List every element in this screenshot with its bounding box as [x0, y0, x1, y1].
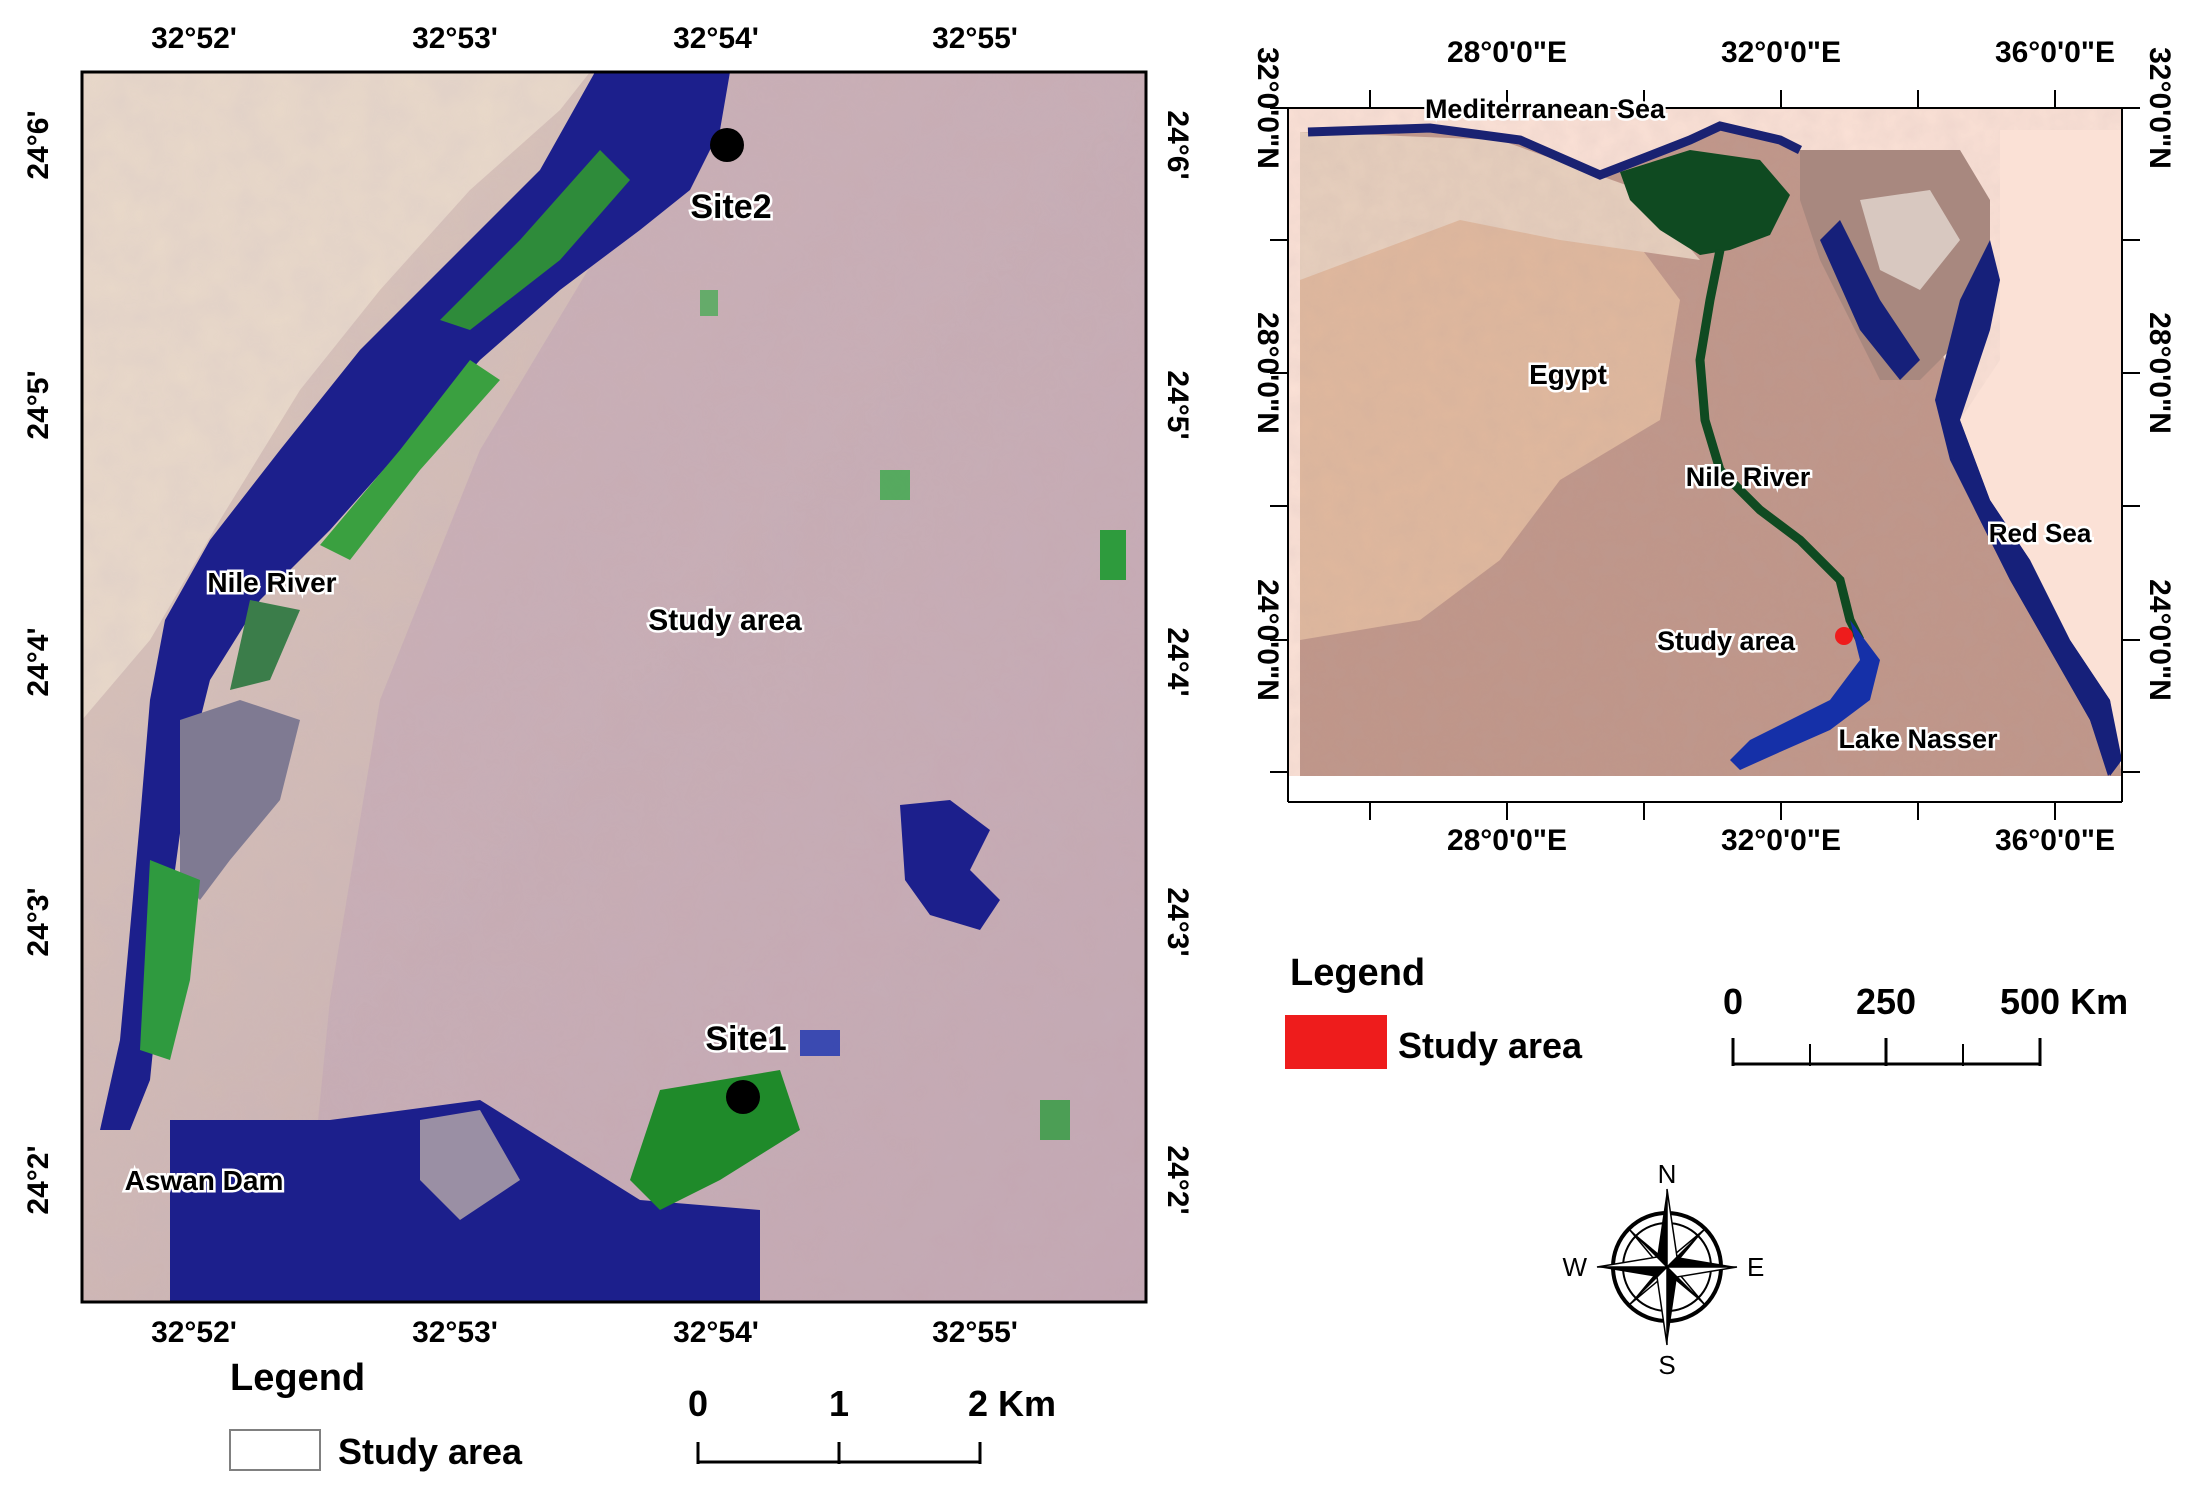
right-scale-label: 0	[1723, 981, 1743, 1022]
egypt-label: Egypt	[1529, 359, 1607, 390]
left-top-lon-tick: 32°55'	[932, 22, 1018, 55]
right-left-lat-tick: 28°0'0"N	[1251, 312, 1284, 434]
lake-nasser-label: Lake Nasser	[1838, 724, 1998, 754]
compass-n: N	[1658, 1159, 1677, 1189]
left-lat-tick: 24°4'	[22, 627, 55, 696]
right-legend-title: Legend	[1290, 952, 1425, 994]
left-right-lat-tick: 24°6'	[1161, 110, 1194, 179]
right-left-lat-tick: 32°0'0"N	[1251, 47, 1284, 169]
right-right-lat-tick: 24°0'0"N	[2143, 579, 2176, 701]
left-legend-title: Legend	[230, 1357, 365, 1399]
right-study-area-label: Study area	[1657, 626, 1796, 656]
left-right-lat-tick: 24°2'	[1161, 1145, 1194, 1214]
left-scale-bar: 0 1 2 Km	[688, 1383, 1056, 1464]
compass-rose-icon: N S E W	[1562, 1159, 1764, 1380]
left-bottom-lon-tick: 32°52'	[151, 1316, 237, 1349]
right-map: 28°0'0"E 32°0'0"E 36°0'0"E 28°0'0"E 32°0…	[1251, 36, 2176, 1069]
right-bottom-lon-tick: 32°0'0"E	[1721, 824, 1841, 857]
left-top-lon-tick: 32°53'	[412, 22, 498, 55]
left-satellite-image	[82, 72, 1146, 1302]
left-right-lat-tick: 24°4'	[1161, 627, 1194, 696]
right-right-lat-tick: 32°0'0"N	[2143, 47, 2176, 169]
red-sea-label: Red Sea	[1989, 518, 2092, 548]
right-left-lat-tick: 24°0'0"N	[1251, 579, 1284, 701]
right-scale-label: 500 Km	[2000, 981, 2128, 1022]
left-bottom-lon-tick: 32°54'	[673, 1316, 759, 1349]
compass-s: S	[1658, 1350, 1675, 1380]
aswan-dam-label: Aswan Dam	[125, 1165, 284, 1196]
left-lat-tick: 24°3'	[22, 887, 55, 956]
right-right-lat-tick: 28°0'0"N	[2143, 312, 2176, 434]
left-legend-swatch	[229, 1429, 321, 1471]
right-legend-item: Study area	[1398, 1025, 1583, 1066]
right-top-lon-tick: 36°0'0"E	[1995, 36, 2115, 69]
left-lat-tick: 24°5'	[22, 370, 55, 439]
right-top-lon-tick: 32°0'0"E	[1721, 36, 1841, 69]
left-scale-label: 1	[829, 1383, 849, 1424]
compass-e: E	[1747, 1252, 1764, 1282]
right-nile-river-label: Nile River	[1686, 462, 1811, 492]
site2-marker	[710, 128, 744, 162]
left-top-lon-tick: 32°52'	[151, 22, 237, 55]
left-nile-river-label: Nile River	[207, 567, 336, 598]
left-study-area-label: Study area	[648, 604, 802, 637]
left-bottom-lon-tick: 32°55'	[932, 1316, 1018, 1349]
site1-label: Site1	[705, 1020, 786, 1058]
right-top-lon-tick: 28°0'0"E	[1447, 36, 1567, 69]
right-bottom-lon-tick: 28°0'0"E	[1447, 824, 1567, 857]
right-scale-bar: 0 250 500 Km	[1723, 981, 2128, 1066]
left-map: 32°52' 32°53' 32°54' 32°55' 32°52' 32°53…	[22, 22, 1194, 1472]
left-top-lon-tick: 32°54'	[673, 22, 759, 55]
site1-marker	[726, 1080, 760, 1114]
mediterranean-label: Mediterranean Sea	[1425, 94, 1666, 124]
left-lat-tick: 24°6'	[22, 110, 55, 179]
left-legend-item: Study area	[338, 1431, 523, 1472]
right-legend-swatch	[1285, 1015, 1387, 1069]
compass-w: W	[1562, 1252, 1587, 1282]
left-scale-label: 2 Km	[968, 1383, 1056, 1424]
right-satellite-image	[1288, 108, 2122, 776]
left-lat-tick: 24°2'	[22, 1145, 55, 1214]
left-right-lat-tick: 24°5'	[1161, 370, 1194, 439]
right-bottom-lon-tick: 36°0'0"E	[1995, 824, 2115, 857]
left-bottom-lon-tick: 32°53'	[412, 1316, 498, 1349]
left-scale-label: 0	[688, 1383, 708, 1424]
right-study-area-marker	[1835, 627, 1853, 645]
left-map-frame	[80, 70, 1148, 1304]
left-right-lat-tick: 24°3'	[1161, 887, 1194, 956]
site2-label: Site2	[690, 188, 771, 226]
right-map-axes	[1270, 90, 2140, 820]
right-scale-label: 250	[1856, 981, 1916, 1022]
